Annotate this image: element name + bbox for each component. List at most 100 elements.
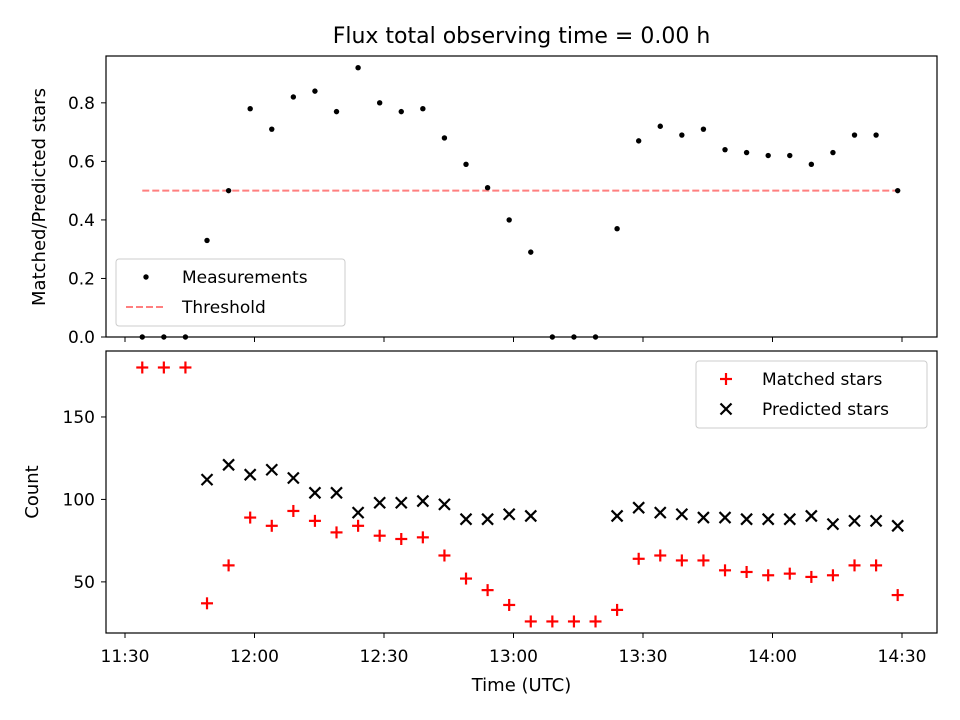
measurement-point [873,132,879,138]
matched-star-point [891,589,904,602]
matched-star-point [352,519,365,532]
predicted-star-point [869,514,883,528]
predicted-star-point [394,496,408,509]
matched-star-point [308,514,321,527]
ratio-y-tick-label: 0.2 [68,269,95,289]
ratio-legend: Measurements Threshold [115,258,346,327]
measurement-point [312,88,318,94]
count-y-tick-label: 100 [63,490,95,510]
measurement-point [290,94,297,100]
predicted-star-point [200,473,214,486]
measurement-point [808,161,815,168]
predicted-star-point [351,506,365,519]
measurement-point [679,132,685,138]
matched-star-point [546,615,559,628]
predicted-star-point [438,498,451,511]
measurement-point [765,152,771,159]
predicted-star-point [675,507,689,521]
x-tick-label: 11:30 [101,647,150,667]
ratio-y-tick-label: 0.0 [68,328,95,348]
matched-star-point [287,504,300,517]
ratio-legend-box [115,258,346,327]
ratio-marks [139,65,901,340]
matched-star-point [740,565,753,578]
matched-star-point [438,549,451,562]
legend-measurements-label: Measurements [182,268,308,288]
ratio-y-tick-label: 0.6 [68,152,95,172]
predicted-star-point [243,468,257,481]
x-tick-label: 14:30 [878,647,927,667]
count-y-axis-label: Count [22,465,43,518]
predicted-star-point [740,512,753,526]
predicted-star-point [891,519,904,533]
predicted-star-point [653,506,667,519]
measurement-point [441,135,448,141]
ratio-plot-frame [105,55,938,338]
measurement-point [528,249,534,255]
predicted-star-point [416,494,430,508]
count-legend: Matched stars Predicted stars [695,360,928,429]
count-marks [136,361,904,628]
measurement-point [851,132,858,138]
legend-measurement-marker [143,274,149,280]
legend-predicted-label: Predicted stars [762,400,889,420]
measurement-point [614,225,620,232]
ratio-y-tick-label: 0.4 [68,211,95,231]
predicted-star-point [502,507,516,521]
predicted-star-point [524,509,538,523]
matched-star-point [870,559,883,572]
ratio-y-axis-label: Matched/Predicted stars [29,88,50,306]
predicted-star-point [265,463,279,477]
measurement-point [376,100,383,106]
matched-star-point [395,533,408,545]
measurement-point [355,65,361,71]
predicted-star-point [805,509,818,523]
ratio-panel: 0.00.20.40.60.8 Matched/Predicted stars … [29,55,938,348]
x-tick-label: 13:00 [489,647,538,667]
matched-star-point [460,572,473,585]
predicted-star-point [826,517,840,531]
ratio-x-ticks [124,337,903,342]
predicted-star-point [222,458,235,472]
legend-matched-label: Matched stars [762,370,882,390]
predicted-star-point [848,514,861,528]
count-y-ticks: 50 100 150 [63,408,106,593]
x-tick-label: 12:00 [230,647,279,667]
ratio-y-tick-label: 0.8 [68,94,95,114]
chart-title: Flux total observing time = 0.00 h [333,24,711,49]
predicted-star-point [697,511,710,524]
matched-star-point [330,526,343,539]
measurement-point [225,187,232,194]
predicted-star-point [308,486,322,500]
predicted-star-point [459,512,473,526]
x-axis-label: Time (UTC) [471,675,572,696]
predicted-star-point [783,512,797,526]
measurement-point [484,185,491,191]
count-legend-box [695,360,928,429]
matched-star-point [675,554,688,567]
predicted-star-point [761,512,775,526]
measurement-point [420,105,426,112]
x-tick-label: 14:00 [748,647,797,667]
legend-threshold-label: Threshold [181,298,266,318]
measurement-point [700,126,707,132]
predicted-star-point [481,512,494,526]
matched-star-point [719,564,732,577]
measurement-point [722,146,728,153]
matched-star-point [222,559,235,572]
measurement-point [657,123,663,129]
matched-star-point [136,361,149,374]
matched-star-point [848,559,861,572]
measurement-point [830,149,836,156]
matched-star-point [805,570,818,583]
predicted-star-point [632,501,645,514]
matched-star-point [201,597,214,610]
predicted-star-point [610,509,624,523]
matched-star-point [244,511,257,524]
matched-star-point [157,361,170,374]
matched-star-point [265,519,278,532]
matched-star-point [783,567,796,580]
